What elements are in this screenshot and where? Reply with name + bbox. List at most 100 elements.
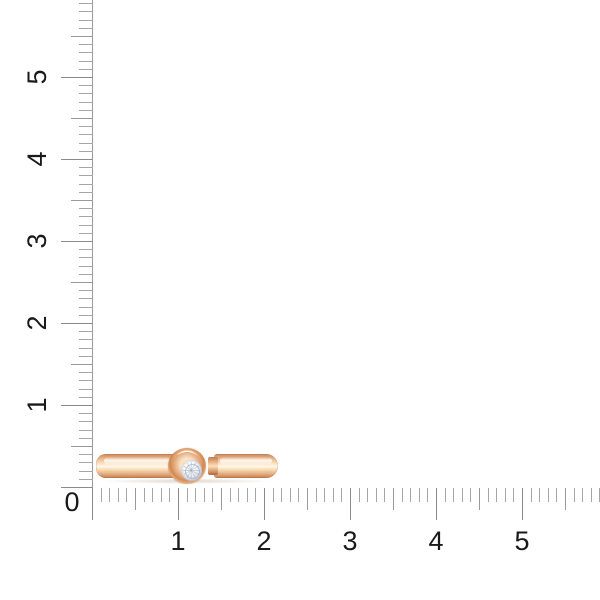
- vertical-tick-minor: [79, 52, 93, 54]
- vertical-tick-minor: [79, 142, 93, 144]
- ring-band-left: [96, 454, 178, 478]
- vertical-tick-minor: [79, 347, 93, 349]
- vertical-tick-minor: [79, 27, 93, 29]
- vertical-tick-major: [61, 405, 93, 406]
- horizontal-tick-minor: [444, 488, 446, 502]
- ring-band-right: [214, 454, 278, 478]
- vertical-tick-minor: [79, 85, 93, 87]
- vertical-tick-minor: [79, 355, 93, 357]
- vertical-tick-minor: [79, 421, 93, 423]
- vertical-tick-minor: [79, 126, 93, 128]
- horizontal-tick-minor: [410, 488, 412, 502]
- horizontal-tick-minor: [504, 488, 506, 502]
- horizontal-tick-minor: [152, 488, 154, 502]
- vertical-tick-minor: [79, 175, 93, 177]
- horizontal-tick-minor: [203, 488, 205, 502]
- vertical-tick-major: [61, 77, 93, 78]
- vertical-tick-medium: [71, 200, 93, 201]
- horizontal-tick-medium: [565, 488, 566, 510]
- horizontal-tick-minor: [272, 488, 274, 502]
- horizontal-tick-minor: [513, 488, 515, 502]
- vertical-axis-line: [92, 0, 93, 488]
- vertical-tick-minor: [79, 68, 93, 70]
- horizontal-tick-minor: [212, 488, 214, 502]
- vertical-tick-minor: [79, 3, 93, 5]
- vertical-tick-minor: [79, 224, 93, 226]
- horizontal-tick-minor: [229, 488, 231, 502]
- horizontal-tick-minor: [375, 488, 377, 502]
- vertical-tick-minor: [79, 429, 93, 431]
- horizontal-tick-minor: [289, 488, 291, 502]
- vertical-tick-minor: [79, 462, 93, 464]
- vertical-tick-minor: [79, 208, 93, 210]
- horizontal-tick-minor: [384, 488, 386, 502]
- horizontal-tick-major: [264, 488, 265, 520]
- horizontal-tick-major: [436, 488, 437, 520]
- horizontal-tick-major: [92, 488, 93, 520]
- diamond-gemstone: [181, 460, 202, 481]
- gemstone-bezel-setting: [168, 448, 206, 484]
- vertical-tick-minor: [79, 232, 93, 234]
- vertical-tick-minor: [79, 134, 93, 136]
- vertical-tick-minor: [79, 273, 93, 275]
- horizontal-tick-medium: [221, 488, 222, 510]
- vertical-tick-minor: [79, 11, 93, 13]
- vertical-tick-minor: [79, 388, 93, 390]
- horizontal-tick-minor: [427, 488, 429, 502]
- vertical-tick-minor: [79, 437, 93, 439]
- horizontal-tick-minor: [582, 488, 584, 502]
- vertical-tick-medium: [71, 118, 93, 119]
- horizontal-tick-minor: [556, 488, 558, 502]
- vertical-tick-minor: [79, 257, 93, 259]
- horizontal-tick-minor: [487, 488, 489, 502]
- vertical-tick-minor: [79, 396, 93, 398]
- vertical-ruler: 1 2 3 4 5: [0, 0, 93, 489]
- horizontal-tick-minor: [341, 488, 343, 502]
- origin-label: 0: [64, 487, 80, 517]
- vertical-ruler-label-4: 4: [21, 151, 52, 167]
- horizontal-ruler-label-1: 1: [170, 526, 186, 556]
- horizontal-tick-minor: [496, 488, 498, 502]
- horizontal-tick-minor: [461, 488, 463, 502]
- horizontal-tick-medium: [307, 488, 308, 510]
- horizontal-tick-minor: [255, 488, 257, 502]
- horizontal-tick-minor: [160, 488, 162, 502]
- vertical-tick-minor: [79, 93, 93, 95]
- vertical-tick-medium: [71, 282, 93, 283]
- horizontal-tick-medium: [479, 488, 480, 510]
- vertical-tick-minor: [79, 249, 93, 251]
- horizontal-tick-minor: [315, 488, 317, 502]
- vertical-tick-minor: [79, 216, 93, 218]
- vertical-tick-minor: [79, 380, 93, 382]
- horizontal-tick-minor: [367, 488, 369, 502]
- horizontal-tick-major: [522, 488, 523, 520]
- horizontal-tick-minor: [401, 488, 403, 502]
- vertical-tick-medium: [71, 446, 93, 447]
- horizontal-tick-minor: [100, 488, 102, 502]
- vertical-tick-major: [61, 487, 93, 488]
- horizontal-tick-minor: [169, 488, 171, 502]
- horizontal-tick-minor: [332, 488, 334, 502]
- vertical-tick-major: [61, 323, 93, 324]
- vertical-tick-medium: [71, 36, 93, 37]
- vertical-tick-minor: [79, 314, 93, 316]
- horizontal-tick-minor: [298, 488, 300, 502]
- horizontal-tick-minor: [590, 488, 592, 502]
- vertical-tick-minor: [79, 413, 93, 415]
- vertical-ruler-label-1: 1: [21, 397, 52, 413]
- horizontal-tick-minor: [195, 488, 197, 502]
- vertical-tick-minor: [79, 183, 93, 185]
- vertical-tick-minor: [79, 331, 93, 333]
- ring-shoulder-right: [208, 457, 218, 475]
- vertical-tick-minor: [79, 265, 93, 267]
- horizontal-tick-minor: [418, 488, 420, 502]
- vertical-tick-minor: [79, 454, 93, 456]
- vertical-tick-minor: [79, 19, 93, 21]
- horizontal-tick-major: [350, 488, 351, 520]
- horizontal-ruler-label-3: 3: [342, 526, 358, 556]
- vertical-ruler-label-2: 2: [21, 315, 52, 331]
- horizontal-tick-minor: [539, 488, 541, 502]
- vertical-tick-minor: [79, 44, 93, 46]
- vertical-ruler-label-3: 3: [21, 233, 52, 249]
- vertical-tick-minor: [79, 150, 93, 152]
